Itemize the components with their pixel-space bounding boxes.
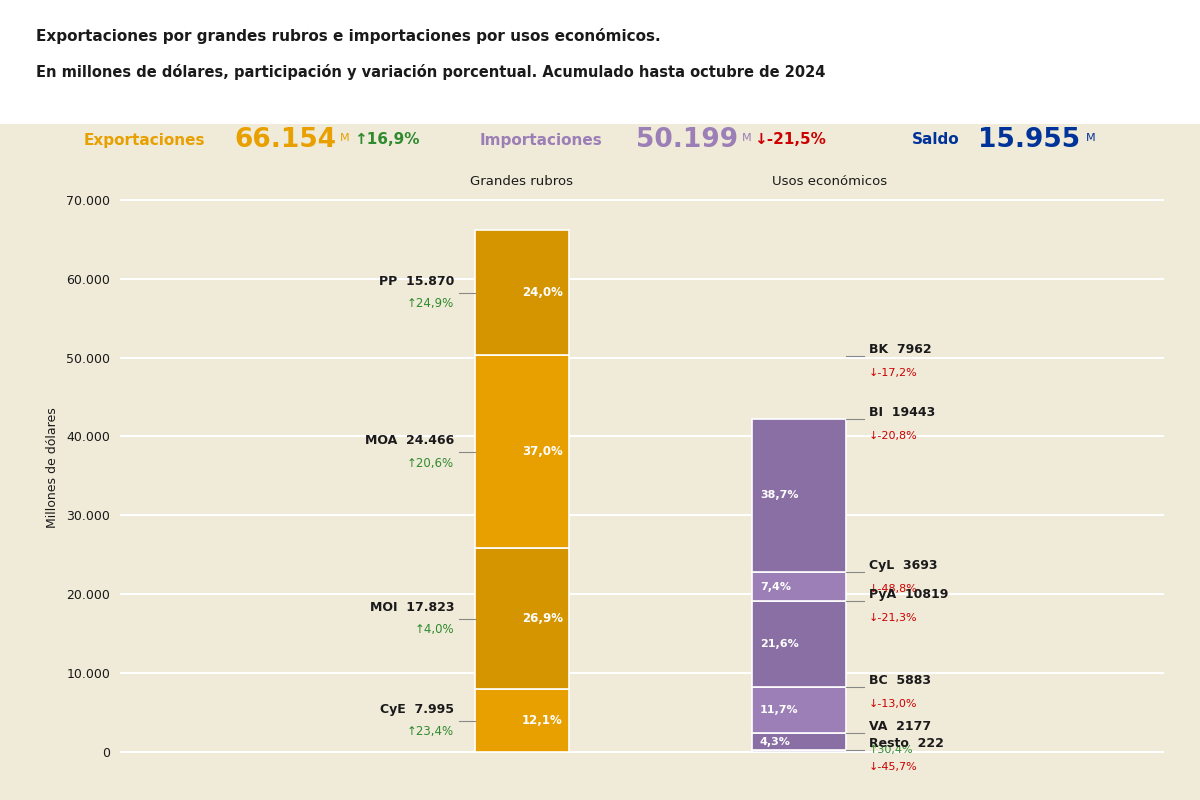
Text: Resto  222: Resto 222 [869, 738, 943, 750]
Text: CyE  7.995: CyE 7.995 [380, 703, 454, 716]
Text: ↑20,6%: ↑20,6% [407, 457, 454, 470]
Text: 38,7%: 38,7% [760, 490, 798, 501]
Text: 15.955: 15.955 [978, 127, 1080, 153]
Text: ↓-48,8%: ↓-48,8% [869, 584, 918, 594]
Text: 37,0%: 37,0% [522, 446, 563, 458]
Text: BI  19443: BI 19443 [869, 406, 935, 418]
Bar [751, 602, 846, 686]
Text: Exportaciones por grandes rubros e importaciones por usos económicos.: Exportaciones por grandes rubros e impor… [36, 28, 661, 44]
Bar [751, 572, 846, 602]
Text: En millones de dólares, participación y variación porcentual. Acumulado hasta oc: En millones de dólares, participación y … [36, 64, 826, 80]
Text: ↓-21,3%: ↓-21,3% [869, 614, 917, 623]
Y-axis label: Millones de dólares: Millones de dólares [47, 408, 59, 528]
Text: Exportaciones: Exportaciones [84, 133, 205, 147]
Text: M: M [1086, 133, 1096, 142]
Text: ↓-13,0%: ↓-13,0% [869, 698, 917, 709]
Text: 66.154: 66.154 [234, 127, 336, 153]
Text: VA  2177: VA 2177 [869, 720, 931, 733]
Bar [475, 230, 569, 355]
Text: 12,1%: 12,1% [522, 714, 563, 727]
Bar [751, 418, 846, 572]
Bar [475, 548, 569, 689]
Text: ↑24,9%: ↑24,9% [407, 298, 454, 310]
Text: ↓-21,5%: ↓-21,5% [754, 133, 826, 147]
Text: CyL  3693: CyL 3693 [869, 559, 937, 572]
Text: ↑16,9%: ↑16,9% [354, 133, 420, 147]
Bar [751, 733, 846, 750]
Text: ↓-45,7%: ↓-45,7% [869, 762, 917, 772]
Text: M: M [742, 133, 751, 142]
Text: ↓-17,2%: ↓-17,2% [869, 368, 917, 378]
Text: MOA  24.466: MOA 24.466 [365, 434, 454, 447]
FancyBboxPatch shape [0, 0, 1200, 124]
Text: Grandes rubros: Grandes rubros [470, 175, 574, 188]
Text: MOI  17.823: MOI 17.823 [370, 601, 454, 614]
Bar [751, 750, 846, 752]
Text: 4,3%: 4,3% [760, 737, 791, 746]
Bar [751, 686, 846, 733]
Text: Usos económicos: Usos económicos [773, 175, 888, 188]
Bar [475, 355, 569, 548]
Text: PP  15.870: PP 15.870 [379, 275, 454, 288]
Text: M: M [340, 133, 349, 142]
Text: BK  7962: BK 7962 [869, 343, 931, 356]
Text: 11,7%: 11,7% [760, 705, 798, 715]
Text: BC  5883: BC 5883 [869, 674, 930, 686]
Text: 50.199: 50.199 [636, 127, 738, 153]
Text: Saldo: Saldo [912, 133, 960, 147]
Text: 26,9%: 26,9% [522, 612, 563, 625]
Text: 21,6%: 21,6% [760, 639, 799, 649]
Text: ↑30,4%: ↑30,4% [869, 745, 913, 755]
Text: Importaciones: Importaciones [480, 133, 602, 147]
Text: 24,0%: 24,0% [522, 286, 563, 299]
Text: PyA  10819: PyA 10819 [869, 588, 948, 602]
Text: 7,4%: 7,4% [760, 582, 791, 592]
Text: ↑4,0%: ↑4,0% [414, 623, 454, 637]
Text: ↑23,4%: ↑23,4% [407, 726, 454, 738]
Text: ↓-20,8%: ↓-20,8% [869, 430, 917, 441]
Bar [475, 689, 569, 752]
